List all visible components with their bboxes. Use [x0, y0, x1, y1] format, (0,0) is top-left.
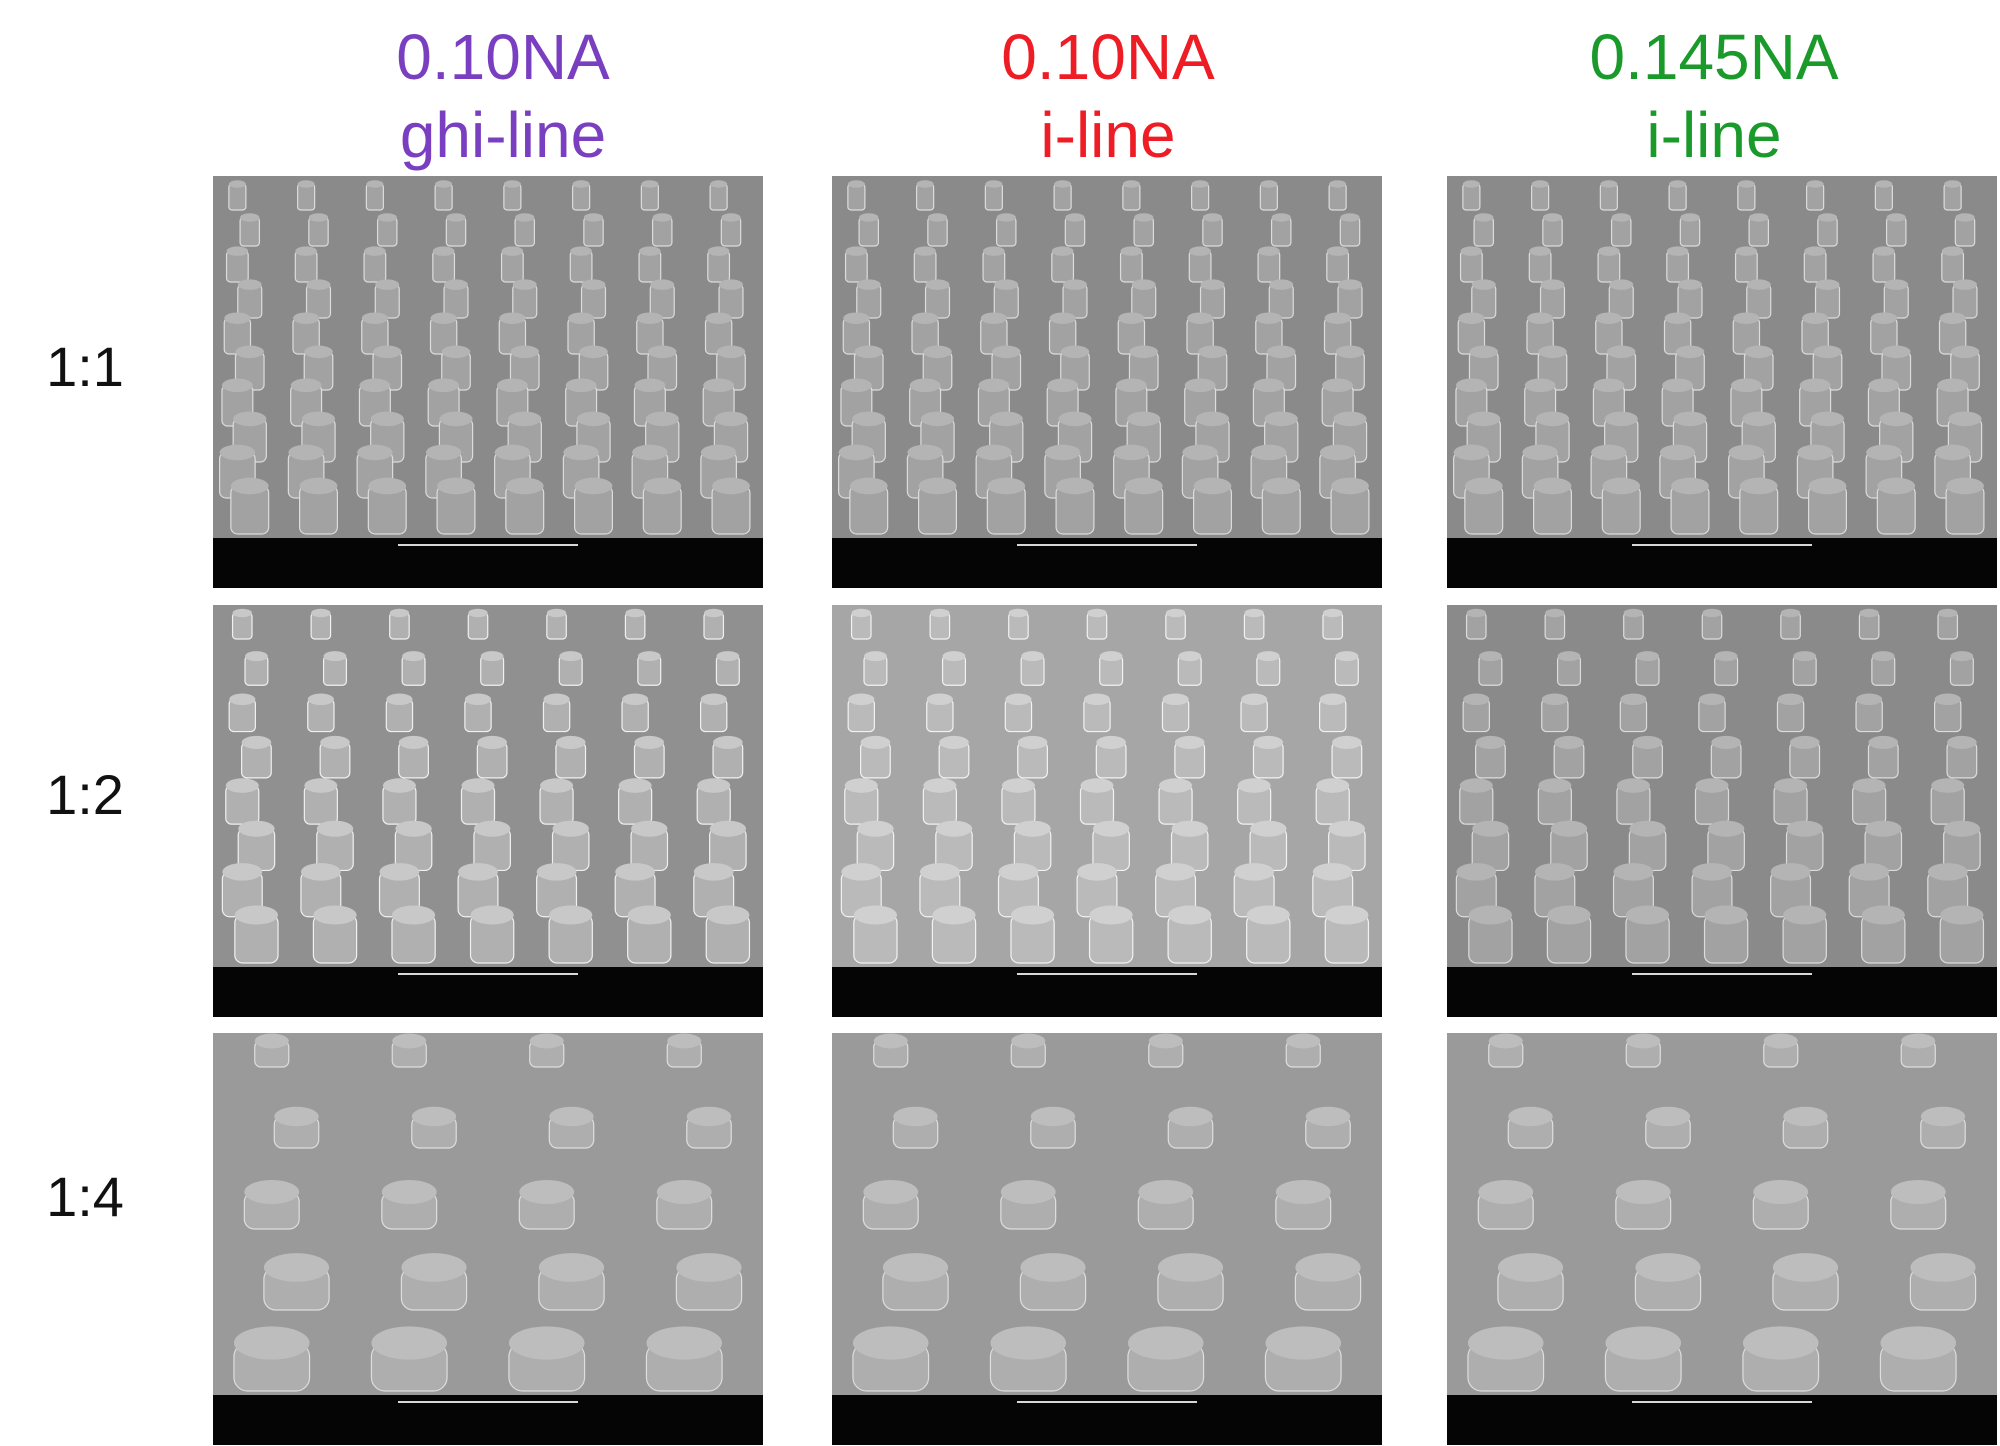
sem-panel-r3-c3 — [1447, 1033, 1997, 1445]
column-1-na: 0.10NA — [396, 21, 610, 93]
column-header-1: 0.10NA ghi-line — [223, 18, 783, 174]
column-header-3: 0.145NA i-line — [1434, 18, 1994, 174]
sem-image — [1447, 605, 1997, 967]
column-header-2: 0.10NA i-line — [828, 18, 1388, 174]
column-2-line: i-line — [1040, 99, 1176, 171]
sem-panel-r3-c1 — [213, 1033, 763, 1445]
sem-image — [1447, 1033, 1997, 1395]
scale-bar — [398, 544, 578, 554]
sem-image — [832, 1033, 1382, 1395]
sem-panel-r2-c2 — [832, 605, 1382, 1017]
sem-data-bar — [832, 1395, 1382, 1445]
scale-bar — [1632, 544, 1812, 554]
sem-data-bar — [213, 1395, 763, 1445]
sem-image — [832, 176, 1382, 538]
sem-panel-r1-c2 — [832, 176, 1382, 588]
sem-panel-r1-c1 — [213, 176, 763, 588]
sem-data-bar — [1447, 538, 1997, 588]
scale-bar — [398, 973, 578, 983]
row-label-2: 1:2 — [46, 763, 124, 826]
sem-panel-r2-c1 — [213, 605, 763, 1017]
sem-panel-r3-c2 — [832, 1033, 1382, 1445]
sem-data-bar — [832, 538, 1382, 588]
sem-data-bar — [213, 967, 763, 1017]
scale-bar — [1017, 973, 1197, 983]
scale-bar — [1632, 1401, 1812, 1411]
sem-data-bar — [1447, 1395, 1997, 1445]
sem-data-bar — [832, 967, 1382, 1017]
row-label-3: 1:4 — [46, 1165, 124, 1228]
column-3-na: 0.145NA — [1589, 21, 1839, 93]
sem-data-bar — [1447, 967, 1997, 1017]
sem-panel-r2-c3 — [1447, 605, 1997, 1017]
sem-image — [213, 605, 763, 967]
column-3-line: i-line — [1646, 99, 1782, 171]
sem-image — [213, 1033, 763, 1395]
scale-bar — [398, 1401, 578, 1411]
sem-panel-r1-c3 — [1447, 176, 1997, 588]
column-2-na: 0.10NA — [1001, 21, 1215, 93]
sem-data-bar — [213, 538, 763, 588]
scale-bar — [1632, 973, 1812, 983]
sem-image — [1447, 176, 1997, 538]
scale-bar — [1017, 544, 1197, 554]
scale-bar — [1017, 1401, 1197, 1411]
sem-image — [213, 176, 763, 538]
row-label-1: 1:1 — [46, 335, 124, 398]
sem-image — [832, 605, 1382, 967]
column-1-line: ghi-line — [399, 99, 607, 171]
